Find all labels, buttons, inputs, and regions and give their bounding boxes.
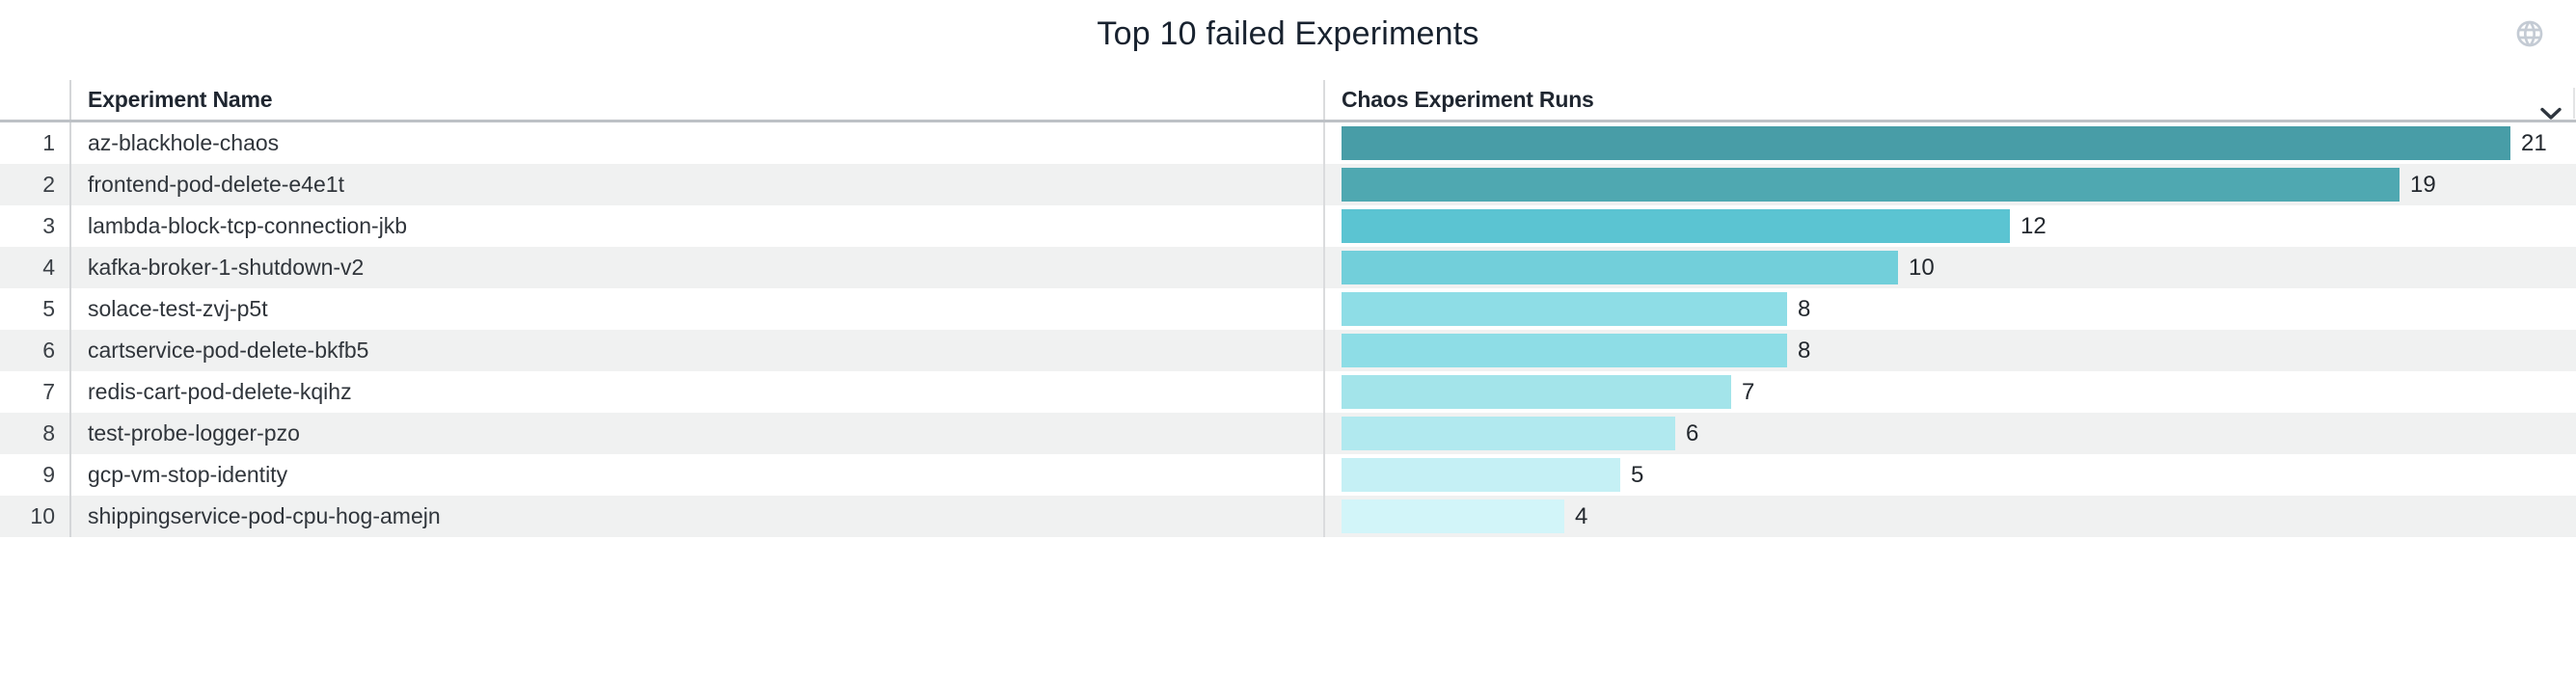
row-rank: 1	[42, 130, 55, 155]
runs-cell: 6	[1323, 413, 2576, 454]
experiment-name: gcp-vm-stop-identity	[69, 454, 1323, 496]
experiment-name: az-blackhole-chaos	[69, 122, 1323, 164]
runs-value: 6	[1686, 420, 1699, 446]
runs-value: 5	[1631, 462, 1644, 488]
runs-value: 10	[1909, 255, 1935, 281]
table-row: 4 kafka-broker-1-shutdown-v2 10	[0, 247, 2576, 288]
runs-bar	[1342, 500, 1564, 533]
chevron-down-icon[interactable]	[2540, 94, 2562, 120]
runs-value: 12	[2020, 213, 2047, 239]
page-title: Top 10 failed Experiments	[1097, 15, 1479, 52]
table-row: 8 test-probe-logger-pzo 6	[0, 413, 2576, 454]
table-row: 7 redis-cart-pod-delete-kqihz 7	[0, 371, 2576, 413]
runs-cell: 5	[1323, 454, 2576, 496]
runs-cell: 21	[1323, 122, 2576, 164]
runs-cell: 12	[1323, 205, 2576, 247]
experiment-name: shippingservice-pod-cpu-hog-amejn	[69, 496, 1323, 537]
table-row: 5 solace-test-zvj-p5t 8	[0, 288, 2576, 330]
runs-cell: 19	[1323, 164, 2576, 205]
runs-value: 7	[1742, 379, 1755, 405]
runs-bar	[1342, 375, 1731, 409]
row-rank: 7	[42, 379, 55, 404]
runs-bar	[1342, 209, 2010, 243]
runs-value: 8	[1798, 338, 1811, 364]
runs-value: 19	[2410, 172, 2436, 198]
rank-column-header	[0, 80, 69, 120]
runs-cell: 8	[1323, 288, 2576, 330]
experiment-name: redis-cart-pod-delete-kqihz	[69, 371, 1323, 413]
runs-value: 21	[2521, 130, 2547, 156]
row-rank: 3	[42, 213, 55, 238]
row-rank: 5	[42, 296, 55, 321]
runs-value: 8	[1798, 296, 1811, 322]
experiment-name: test-probe-logger-pzo	[69, 413, 1323, 454]
runs-bar	[1342, 168, 2400, 202]
runs-bar	[1342, 334, 1787, 367]
table-row: 3 lambda-block-tcp-connection-jkb 12	[0, 205, 2576, 247]
experiment-name: kafka-broker-1-shutdown-v2	[69, 247, 1323, 288]
runs-bar	[1342, 292, 1787, 326]
row-rank: 9	[42, 462, 55, 487]
table-row: 10 shippingservice-pod-cpu-hog-amejn 4	[0, 496, 2576, 537]
experiment-name: solace-test-zvj-p5t	[69, 288, 1323, 330]
experiment-name: cartservice-pod-delete-bkfb5	[69, 330, 1323, 371]
experiment-name-column-header[interactable]: Experiment Name	[69, 80, 1323, 120]
header-edge-divider	[2573, 88, 2575, 119]
table-row: 9 gcp-vm-stop-identity 5	[0, 454, 2576, 496]
experiments-table: Experiment Name Chaos Experiment Runs 1 …	[0, 80, 2576, 537]
row-rank: 4	[42, 255, 55, 280]
chevron-down-icon-svg	[2540, 107, 2562, 120]
chaos-runs-column-header[interactable]: Chaos Experiment Runs	[1323, 80, 2576, 120]
row-rank: 6	[42, 338, 55, 363]
table-row: 1 az-blackhole-chaos 21	[0, 122, 2576, 164]
experiment-name: lambda-block-tcp-connection-jkb	[69, 205, 1323, 247]
runs-cell: 4	[1323, 496, 2576, 537]
row-rank: 8	[42, 420, 55, 446]
globe-icon[interactable]	[2514, 18, 2545, 49]
runs-bar	[1342, 417, 1675, 450]
runs-bar	[1342, 251, 1898, 284]
runs-cell: 8	[1323, 330, 2576, 371]
table-body: 1 az-blackhole-chaos 21 2 frontend-pod-d…	[0, 122, 2576, 537]
globe-icon-svg	[2516, 20, 2543, 47]
runs-value: 4	[1575, 503, 1588, 529]
chaos-runs-header-label: Chaos Experiment Runs	[1342, 87, 1594, 112]
runs-cell: 10	[1323, 247, 2576, 288]
runs-bar	[1342, 458, 1620, 492]
runs-bar	[1342, 126, 2510, 160]
table-row: 2 frontend-pod-delete-e4e1t 19	[0, 164, 2576, 205]
row-rank: 10	[30, 503, 55, 528]
table-row: 6 cartservice-pod-delete-bkfb5 8	[0, 330, 2576, 371]
table-header-row: Experiment Name Chaos Experiment Runs	[0, 80, 2576, 122]
runs-cell: 7	[1323, 371, 2576, 413]
experiment-name: frontend-pod-delete-e4e1t	[69, 164, 1323, 205]
row-rank: 2	[42, 172, 55, 197]
